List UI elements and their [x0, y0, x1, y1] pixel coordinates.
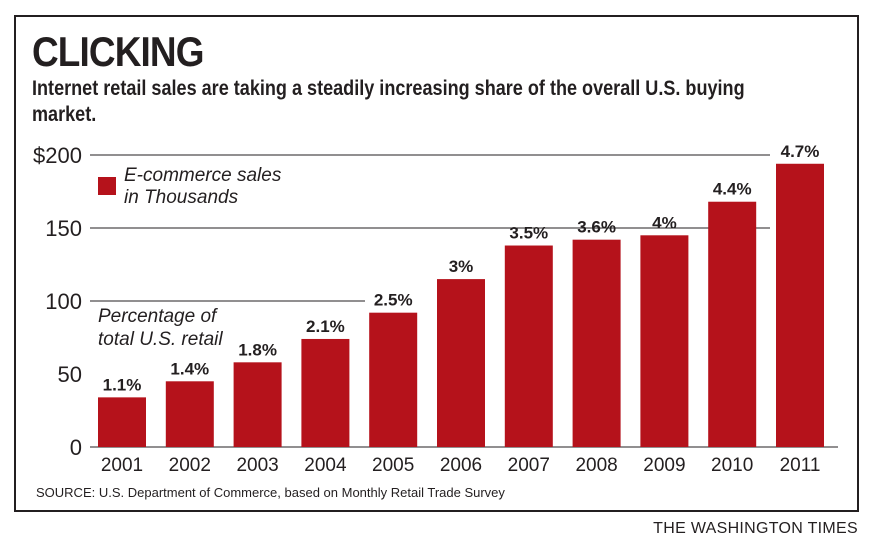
x-tick-label: 2009: [643, 455, 685, 476]
data-label: 1.8%: [238, 340, 277, 359]
annotation-line2: total U.S. retail: [98, 329, 223, 350]
data-label: 2.1%: [306, 317, 345, 336]
y-tick-label: $200: [33, 143, 82, 168]
x-tick-label: 2001: [101, 455, 143, 476]
bar: [165, 381, 214, 447]
x-tick-label: 2003: [236, 455, 278, 476]
data-label: 3.5%: [509, 224, 548, 243]
bar: [708, 201, 757, 447]
bar: [98, 397, 146, 447]
x-tick-label: 2010: [711, 455, 753, 476]
x-tick-label: 2006: [440, 455, 482, 476]
bar: [369, 312, 418, 447]
bar: [640, 235, 689, 447]
data-label: 1.4%: [170, 359, 209, 378]
bar: [572, 239, 621, 447]
x-tick-label: 2008: [575, 455, 617, 476]
chart-title: CLICKING: [32, 28, 204, 75]
legend-swatch: [98, 177, 116, 195]
source-note: SOURCE: U.S. Department of Commerce, bas…: [36, 485, 505, 500]
bar: [301, 338, 350, 447]
x-tick-label: 2005: [372, 455, 414, 476]
x-tick-label: 2011: [780, 455, 821, 476]
bar: [233, 362, 282, 447]
x-tick-label: 2002: [169, 455, 211, 476]
data-label: 3.6%: [577, 218, 616, 237]
bar: [776, 163, 824, 447]
legend-label-line2: in Thousands: [124, 187, 239, 208]
data-label: 3%: [449, 257, 474, 276]
data-label: 4.4%: [713, 180, 752, 199]
y-tick-label: 150: [45, 216, 82, 241]
bar: [504, 245, 553, 447]
x-tick-label: 2004: [304, 455, 347, 476]
publisher-brand: THE WASHINGTON TIMES: [653, 520, 858, 537]
annotation-line1: Percentage of: [98, 306, 218, 327]
y-tick-label: 50: [58, 362, 82, 387]
y-tick-label: 0: [70, 435, 82, 460]
chart-subtitle: Internet retail sales are taking a stead…: [32, 77, 745, 126]
data-label: 4.7%: [781, 142, 820, 161]
y-tick-label: 100: [45, 289, 82, 314]
legend-label-line1: E-commerce sales: [124, 165, 282, 186]
data-label: 4%: [652, 213, 677, 232]
data-label: 1.1%: [103, 375, 142, 394]
chart-frame: [14, 15, 859, 512]
data-label: 2.5%: [374, 291, 413, 310]
bar: [437, 279, 485, 447]
x-tick-label: 2007: [508, 455, 550, 476]
